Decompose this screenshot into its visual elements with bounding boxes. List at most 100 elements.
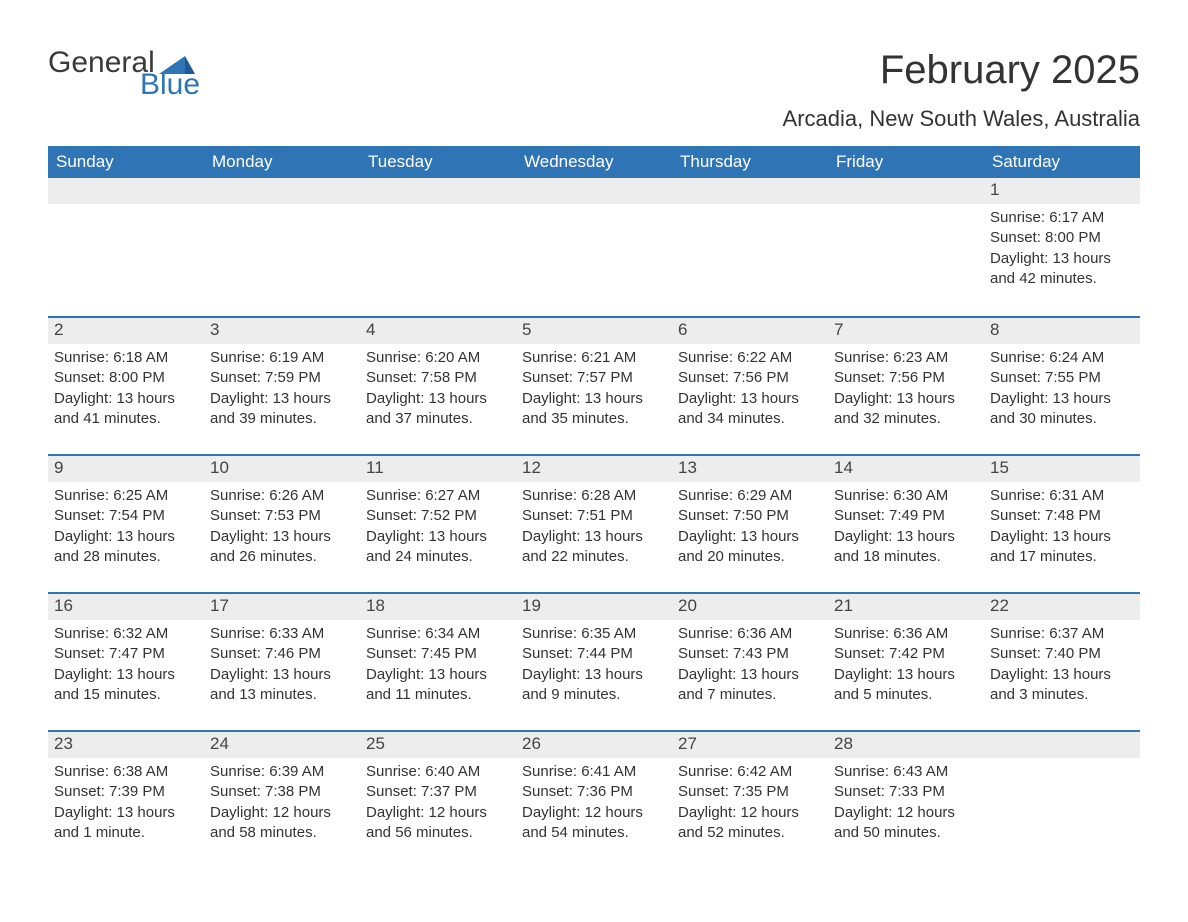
day-sunset: Sunset: 7:55 PM (990, 368, 1134, 388)
calendar-grid: ......1Sunrise: 6:17 AMSunset: 8:00 PMDa… (48, 178, 1140, 862)
day-number: 5 (516, 318, 672, 344)
day-sunset: Sunset: 7:37 PM (366, 782, 510, 802)
day-sunset: Sunset: 7:40 PM (990, 644, 1134, 664)
calendar-cell: . (516, 178, 672, 310)
day-sunset: Sunset: 8:00 PM (990, 228, 1134, 248)
day-details: Sunrise: 6:37 AMSunset: 7:40 PMDaylight:… (984, 620, 1140, 705)
day-sunrise: Sunrise: 6:33 AM (210, 624, 354, 644)
day-dl2: and 54 minutes. (522, 823, 666, 843)
day-details: Sunrise: 6:38 AMSunset: 7:39 PMDaylight:… (48, 758, 204, 843)
logo-word2: Blue (140, 70, 200, 100)
title-block: February 2025 (880, 48, 1140, 93)
weekday-header: Saturday (984, 146, 1140, 178)
day-details: Sunrise: 6:21 AMSunset: 7:57 PMDaylight:… (516, 344, 672, 429)
weekday-header: Monday (204, 146, 360, 178)
day-sunrise: Sunrise: 6:21 AM (522, 348, 666, 368)
day-number: 12 (516, 456, 672, 482)
day-dl1: Daylight: 13 hours (834, 665, 978, 685)
day-number: 16 (48, 594, 204, 620)
calendar-cell: . (672, 178, 828, 310)
day-number: . (828, 178, 984, 204)
day-sunset: Sunset: 7:51 PM (522, 506, 666, 526)
calendar-cell: . (204, 178, 360, 310)
calendar-cell: 3Sunrise: 6:19 AMSunset: 7:59 PMDaylight… (204, 318, 360, 448)
day-dl1: Daylight: 13 hours (210, 665, 354, 685)
day-sunset: Sunset: 7:53 PM (210, 506, 354, 526)
day-details: Sunrise: 6:34 AMSunset: 7:45 PMDaylight:… (360, 620, 516, 705)
day-dl1: Daylight: 13 hours (678, 389, 822, 409)
calendar-cell: 15Sunrise: 6:31 AMSunset: 7:48 PMDayligh… (984, 456, 1140, 586)
day-dl2: and 18 minutes. (834, 547, 978, 567)
day-number: 7 (828, 318, 984, 344)
day-dl2: and 30 minutes. (990, 409, 1134, 429)
day-dl1: Daylight: 13 hours (678, 527, 822, 547)
day-sunset: Sunset: 7:44 PM (522, 644, 666, 664)
day-number: 9 (48, 456, 204, 482)
day-number: 10 (204, 456, 360, 482)
day-dl2: and 3 minutes. (990, 685, 1134, 705)
day-sunrise: Sunrise: 6:24 AM (990, 348, 1134, 368)
weekday-header: Thursday (672, 146, 828, 178)
day-number: 2 (48, 318, 204, 344)
day-dl1: Daylight: 13 hours (990, 249, 1134, 269)
day-sunrise: Sunrise: 6:39 AM (210, 762, 354, 782)
day-number: . (672, 178, 828, 204)
day-dl2: and 42 minutes. (990, 269, 1134, 289)
weekday-header: Sunday (48, 146, 204, 178)
day-dl2: and 1 minute. (54, 823, 198, 843)
day-dl1: Daylight: 13 hours (834, 389, 978, 409)
day-number: 4 (360, 318, 516, 344)
day-sunset: Sunset: 7:50 PM (678, 506, 822, 526)
day-number: 26 (516, 732, 672, 758)
day-details: Sunrise: 6:36 AMSunset: 7:43 PMDaylight:… (672, 620, 828, 705)
day-dl1: Daylight: 13 hours (366, 389, 510, 409)
day-dl1: Daylight: 13 hours (522, 389, 666, 409)
day-dl1: Daylight: 13 hours (366, 665, 510, 685)
day-sunset: Sunset: 8:00 PM (54, 368, 198, 388)
calendar-cell: 12Sunrise: 6:28 AMSunset: 7:51 PMDayligh… (516, 456, 672, 586)
day-dl2: and 17 minutes. (990, 547, 1134, 567)
day-number: 1 (984, 178, 1140, 204)
day-dl2: and 35 minutes. (522, 409, 666, 429)
day-number: 22 (984, 594, 1140, 620)
day-sunset: Sunset: 7:56 PM (834, 368, 978, 388)
calendar-cell: 16Sunrise: 6:32 AMSunset: 7:47 PMDayligh… (48, 594, 204, 724)
day-dl2: and 5 minutes. (834, 685, 978, 705)
day-number: 6 (672, 318, 828, 344)
calendar-week: 9Sunrise: 6:25 AMSunset: 7:54 PMDaylight… (48, 454, 1140, 586)
day-sunrise: Sunrise: 6:42 AM (678, 762, 822, 782)
location-subtitle: Arcadia, New South Wales, Australia (48, 106, 1140, 132)
day-details: Sunrise: 6:43 AMSunset: 7:33 PMDaylight:… (828, 758, 984, 843)
day-sunset: Sunset: 7:35 PM (678, 782, 822, 802)
calendar-cell: 2Sunrise: 6:18 AMSunset: 8:00 PMDaylight… (48, 318, 204, 448)
day-details: Sunrise: 6:29 AMSunset: 7:50 PMDaylight:… (672, 482, 828, 567)
day-sunrise: Sunrise: 6:37 AM (990, 624, 1134, 644)
calendar-cell: . (828, 178, 984, 310)
day-number: 18 (360, 594, 516, 620)
day-dl2: and 50 minutes. (834, 823, 978, 843)
day-number: 28 (828, 732, 984, 758)
day-dl2: and 28 minutes. (54, 547, 198, 567)
day-dl1: Daylight: 13 hours (210, 527, 354, 547)
day-number: . (984, 732, 1140, 758)
day-sunrise: Sunrise: 6:25 AM (54, 486, 198, 506)
day-dl2: and 56 minutes. (366, 823, 510, 843)
day-details: Sunrise: 6:25 AMSunset: 7:54 PMDaylight:… (48, 482, 204, 567)
day-dl1: Daylight: 13 hours (990, 665, 1134, 685)
day-sunrise: Sunrise: 6:27 AM (366, 486, 510, 506)
day-sunset: Sunset: 7:36 PM (522, 782, 666, 802)
calendar-week: 23Sunrise: 6:38 AMSunset: 7:39 PMDayligh… (48, 730, 1140, 862)
day-dl2: and 52 minutes. (678, 823, 822, 843)
calendar-cell: 7Sunrise: 6:23 AMSunset: 7:56 PMDaylight… (828, 318, 984, 448)
day-details: Sunrise: 6:24 AMSunset: 7:55 PMDaylight:… (984, 344, 1140, 429)
weekday-header: Friday (828, 146, 984, 178)
calendar-cell: 14Sunrise: 6:30 AMSunset: 7:49 PMDayligh… (828, 456, 984, 586)
calendar-week: 2Sunrise: 6:18 AMSunset: 8:00 PMDaylight… (48, 316, 1140, 448)
day-dl1: Daylight: 13 hours (990, 527, 1134, 547)
day-details: Sunrise: 6:26 AMSunset: 7:53 PMDaylight:… (204, 482, 360, 567)
day-sunrise: Sunrise: 6:32 AM (54, 624, 198, 644)
calendar-cell: 19Sunrise: 6:35 AMSunset: 7:44 PMDayligh… (516, 594, 672, 724)
calendar-cell: 21Sunrise: 6:36 AMSunset: 7:42 PMDayligh… (828, 594, 984, 724)
day-sunrise: Sunrise: 6:38 AM (54, 762, 198, 782)
day-dl1: Daylight: 13 hours (54, 389, 198, 409)
